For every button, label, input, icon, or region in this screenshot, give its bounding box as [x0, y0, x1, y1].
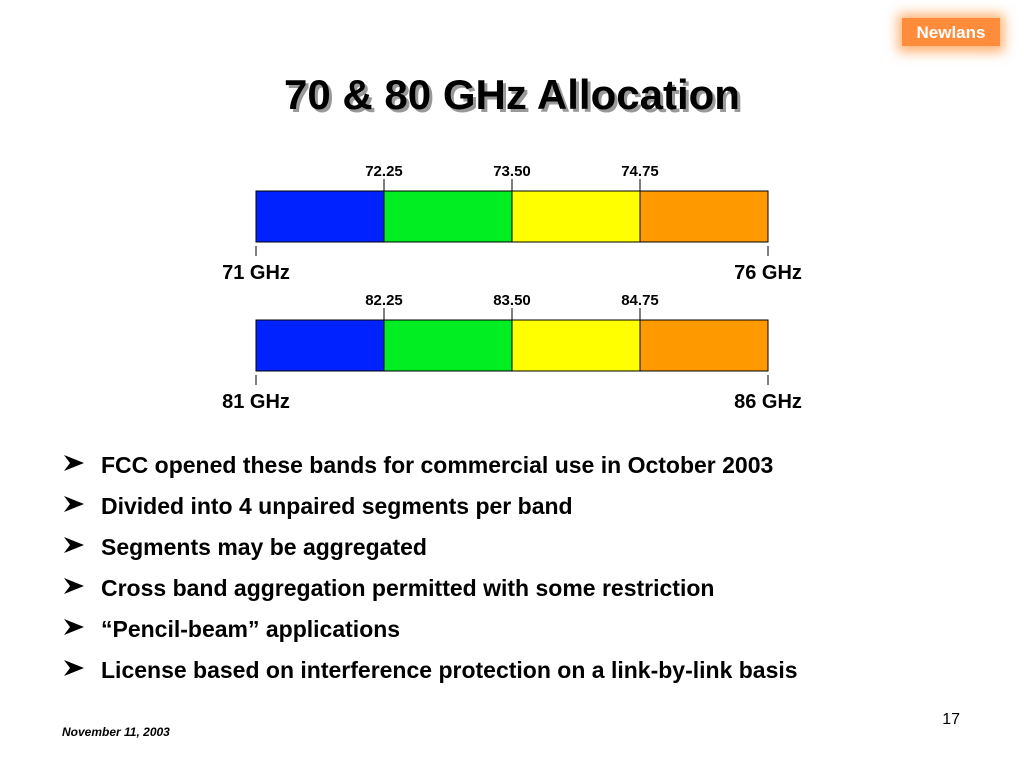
marker-label: 84.75 — [621, 292, 659, 309]
band-segment — [639, 319, 769, 372]
logo-text: Newlans — [917, 23, 986, 42]
marker-label: 82.25 — [365, 292, 403, 309]
bullet-text: Divided into 4 unpaired segments per ban… — [101, 493, 573, 519]
bullet-text: Segments may be aggregated — [101, 534, 427, 560]
marker-label: 72.25 — [365, 163, 403, 180]
marker-label: 74.75 — [621, 163, 659, 180]
band-segment — [383, 319, 513, 372]
edge-label: 76 GHz — [734, 262, 802, 284]
bullet-arrow — [64, 578, 84, 594]
marker-label: 83.50 — [493, 292, 531, 309]
edge-label: 81 GHz — [222, 391, 290, 413]
bullet-arrow — [64, 537, 84, 553]
bullet-text: “Pencil-beam” applications — [101, 616, 400, 642]
bullet-arrow — [64, 455, 84, 471]
logo-box — [902, 18, 1000, 46]
bullet-text: License based on interference protection… — [101, 657, 798, 683]
band-segment — [511, 190, 641, 243]
footer-date: November 11, 2003 — [62, 725, 170, 739]
page-number: 17 — [942, 711, 960, 728]
edge-label: 86 GHz — [734, 391, 802, 413]
band-segment — [255, 319, 385, 372]
title-shadow: 70 & 80 GHz Allocation — [287, 74, 743, 121]
marker-label: 73.50 — [493, 163, 531, 180]
edge-label: 71 GHz — [222, 262, 290, 284]
title: 70 & 80 GHz Allocation — [284, 71, 740, 118]
bullet-text: FCC opened these bands for commercial us… — [101, 452, 773, 478]
band-segment — [255, 190, 385, 243]
band-segment — [639, 190, 769, 243]
bullet-arrow — [64, 619, 84, 635]
bullet-arrow — [64, 660, 84, 676]
bullet-text: Cross band aggregation permitted with so… — [101, 575, 714, 601]
bullet-arrow — [64, 496, 84, 512]
band-segment — [383, 190, 513, 243]
band-segment — [511, 319, 641, 372]
